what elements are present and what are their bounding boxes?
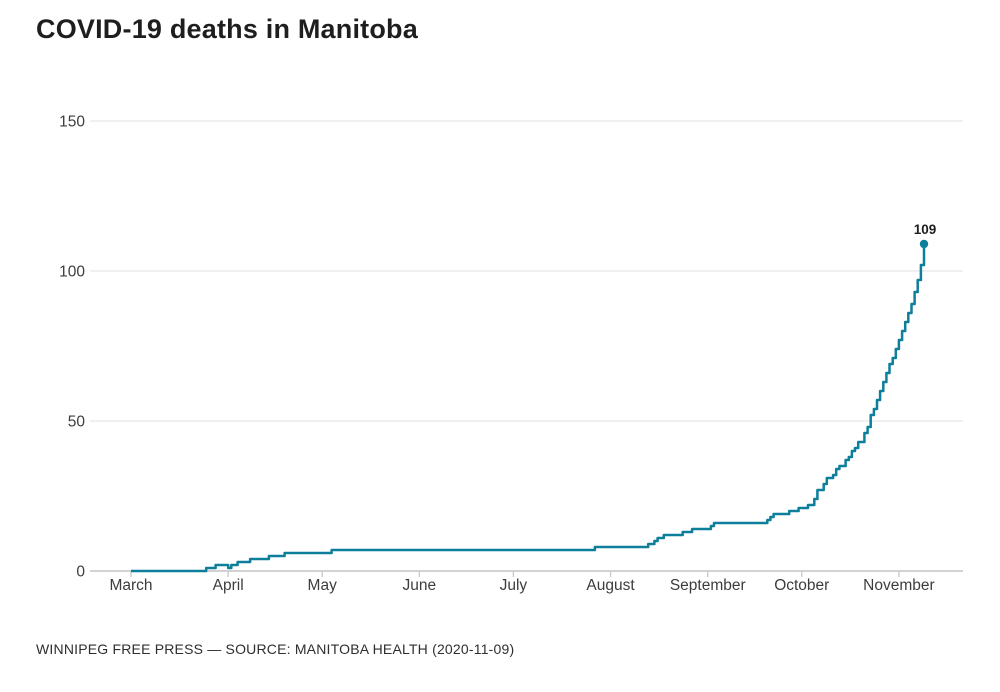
x-axis-label-may: May: [308, 577, 338, 594]
x-axis-label-november: November: [863, 577, 935, 594]
x-axis-label-august: August: [586, 577, 635, 594]
endpoint-dot: [919, 239, 929, 249]
x-axis-label-april: April: [213, 577, 244, 594]
chart-title: COVID-19 deaths in Manitoba: [36, 14, 418, 44]
x-axis-label-july: July: [500, 577, 528, 594]
endpoint-value-label: 109: [914, 222, 937, 237]
y-axis-label-100: 100: [59, 264, 85, 281]
y-axis-label-150: 150: [59, 114, 85, 131]
source-credit: WINNIPEG FREE PRESS — SOURCE: MANITOBA H…: [36, 641, 515, 657]
x-axis-label-october: October: [774, 577, 829, 594]
y-axis-label-0: 0: [76, 564, 85, 581]
x-axis-label-march: March: [109, 577, 152, 594]
x-axis-label-june: June: [403, 577, 437, 594]
x-axis-label-september: September: [670, 577, 746, 594]
y-axis-label-50: 50: [68, 414, 86, 431]
deaths-step-line: [131, 244, 926, 573]
